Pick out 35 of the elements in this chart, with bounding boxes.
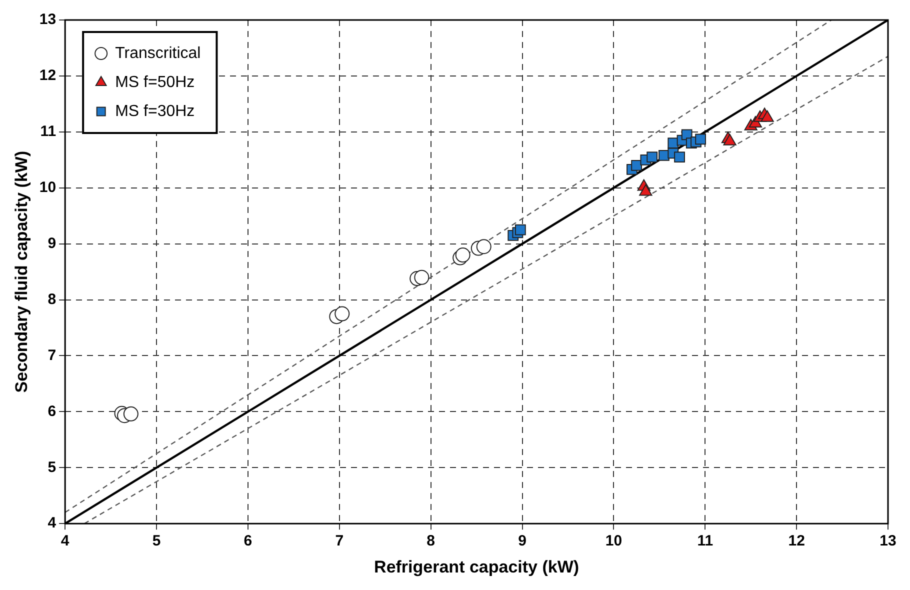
x-tick-label: 12: [788, 532, 805, 550]
legend-label: MS f=50Hz: [115, 74, 195, 91]
legend-label: MS f=30Hz: [115, 102, 195, 120]
point: [476, 239, 492, 254]
point: [646, 152, 658, 163]
x-axis-title: Refrigerant capacity (kW): [374, 557, 580, 576]
x-tick-label: 4: [60, 532, 70, 550]
y-tick-label: 11: [40, 123, 56, 140]
x-tick-label: 8: [426, 532, 435, 550]
y-tick-label: 5: [48, 458, 56, 476]
legend-label: Transcritical: [115, 44, 201, 62]
y-tick-label: 6: [48, 402, 56, 420]
x-tick-label: 6: [244, 532, 252, 550]
point: [123, 406, 138, 422]
x-tick-label: 5: [152, 532, 161, 550]
point: [674, 152, 685, 163]
point: [414, 270, 430, 285]
y-axis-title: Secondary fluid capacity (kW): [12, 150, 31, 393]
point: [668, 138, 679, 149]
point: [514, 224, 526, 236]
point: [631, 160, 642, 171]
x-tick-label: 10: [605, 532, 622, 550]
y-tick-label: 12: [39, 67, 56, 84]
y-tick-label: 13: [39, 11, 56, 28]
x-tick-label: 13: [880, 532, 896, 550]
point: [334, 306, 350, 322]
y-tick-label: 10: [39, 179, 56, 196]
x-tick-label: 7: [335, 532, 344, 550]
x-tick-label: 9: [518, 532, 526, 550]
y-tick-label: 8: [48, 290, 56, 308]
y-tick-label: 7: [48, 346, 56, 364]
y-tick-label: 9: [48, 234, 56, 252]
y-tick-label: 4: [48, 514, 57, 532]
point: [695, 134, 706, 145]
x-tick-label: 11: [697, 532, 714, 550]
